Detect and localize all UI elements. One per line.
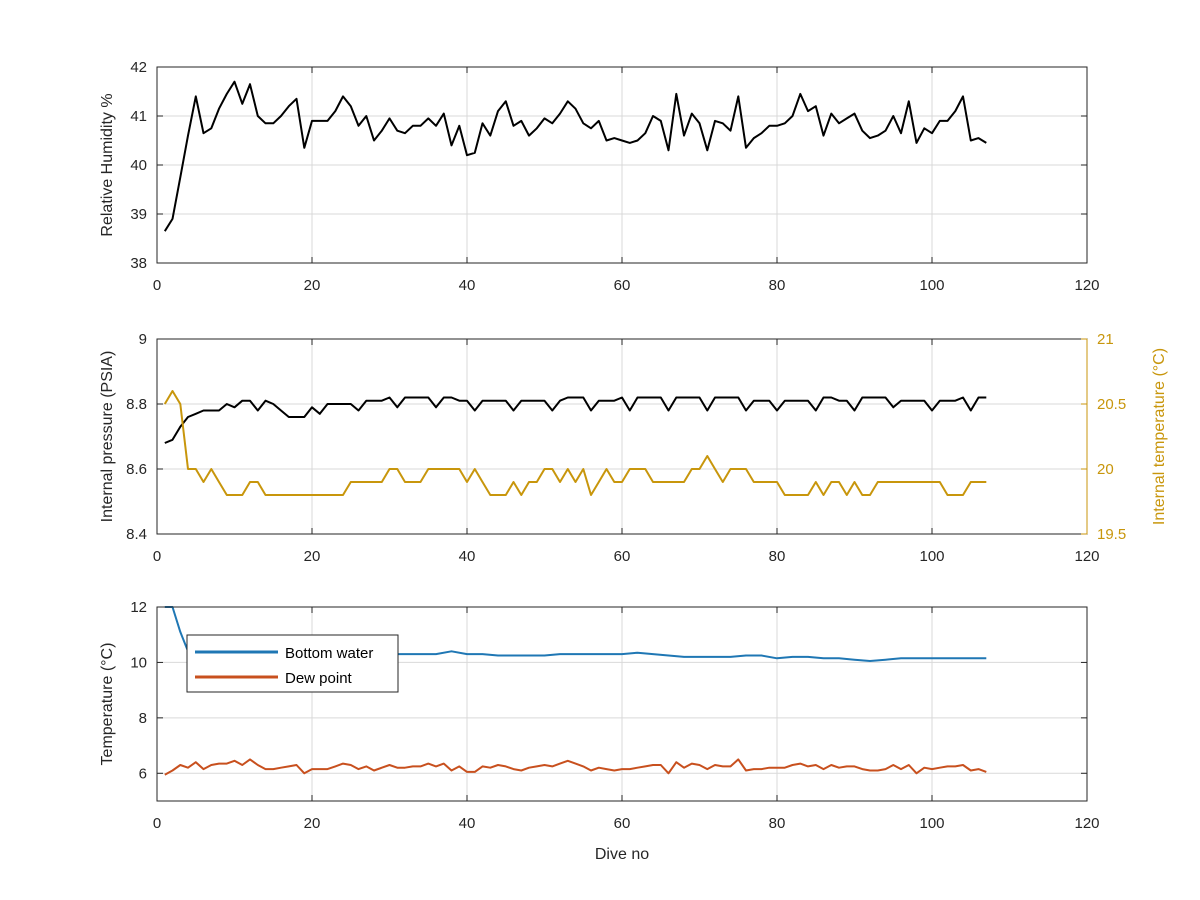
y-tick-label: 39 bbox=[130, 206, 147, 223]
y-tick-label: 41 bbox=[130, 108, 147, 125]
subplot-3: 0 20 40 60 80 100 120 6 8 10 12 Temperature (°C) Div… bbox=[99, 599, 1100, 863]
x-tick-label: 120 bbox=[1074, 815, 1099, 832]
series-line-2-2 bbox=[163, 390, 987, 496]
x-tick-label: 40 bbox=[459, 815, 476, 832]
x-tick-label: 100 bbox=[919, 815, 944, 832]
x-tick-label: 40 bbox=[459, 548, 476, 565]
y2-axis-label: Internal temperature (°C) bbox=[1151, 348, 1168, 525]
y-tick-label: 8.8 bbox=[126, 396, 147, 413]
x-tick-label: 80 bbox=[769, 548, 786, 565]
series-line-dew-point bbox=[164, 758, 987, 776]
y-axis-label: Temperature (°C) bbox=[99, 643, 116, 766]
x-tick-label: 0 bbox=[153, 277, 161, 294]
legend-label: Bottom water bbox=[285, 645, 373, 662]
x-tick-label: 100 bbox=[919, 548, 944, 565]
x-tick-label: 60 bbox=[614, 815, 631, 832]
y-tick-label: 12 bbox=[130, 599, 147, 616]
x-tick-label: 120 bbox=[1074, 277, 1099, 294]
y2-tick-label: 19.5 bbox=[1097, 526, 1126, 543]
y-tick-label: 40 bbox=[130, 157, 147, 174]
y-axis-label: Internal pressure (PSIA) bbox=[99, 351, 116, 523]
y-tick-label: 8.4 bbox=[126, 526, 147, 543]
x-tick-label: 120 bbox=[1074, 548, 1099, 565]
y-tick-label: 42 bbox=[130, 59, 147, 76]
series-line-2-1 bbox=[164, 396, 987, 444]
x-tick-label: 40 bbox=[459, 277, 476, 294]
y-axis-label: Relative Humidity % bbox=[99, 93, 116, 236]
y-tick-label: 8.6 bbox=[126, 461, 147, 478]
y-tick-label: 6 bbox=[139, 765, 147, 782]
y-tick-label: 8 bbox=[139, 710, 147, 727]
legend-box bbox=[186, 634, 399, 693]
x-tick-label: 0 bbox=[153, 815, 161, 832]
y-tick-label: 9 bbox=[139, 331, 147, 348]
x-tick-label: 60 bbox=[614, 548, 631, 565]
x-tick-label: 20 bbox=[304, 548, 321, 565]
x-tick-label: 20 bbox=[304, 815, 321, 832]
subplot-1: 0 20 40 60 80 100 120 38 39 40 41 42 Relative Humidi… bbox=[99, 59, 1100, 294]
subplot-2: 0 20 40 60 80 100 120 8.4 8.6 8.8 9 Internal pressu… bbox=[99, 331, 1168, 565]
y2-tick-label: 21 bbox=[1097, 331, 1114, 348]
y-tick-label: 10 bbox=[130, 654, 147, 671]
y2-tick-label: 20 bbox=[1097, 461, 1114, 478]
x-tick-label: 0 bbox=[153, 548, 161, 565]
y-tick-label: 38 bbox=[130, 255, 147, 272]
legend: Bottom water Dew point bbox=[186, 634, 399, 693]
x-tick-label: 60 bbox=[614, 277, 631, 294]
x-axis-label: Dive no bbox=[595, 846, 649, 863]
x-tick-label: 20 bbox=[304, 277, 321, 294]
x-tick-label: 80 bbox=[769, 277, 786, 294]
x-tick-label: 80 bbox=[769, 815, 786, 832]
x-tick-label: 100 bbox=[919, 277, 944, 294]
y2-tick-label: 20.5 bbox=[1097, 396, 1126, 413]
series-line-1-1 bbox=[163, 80, 987, 232]
legend-label: Dew point bbox=[285, 670, 353, 687]
